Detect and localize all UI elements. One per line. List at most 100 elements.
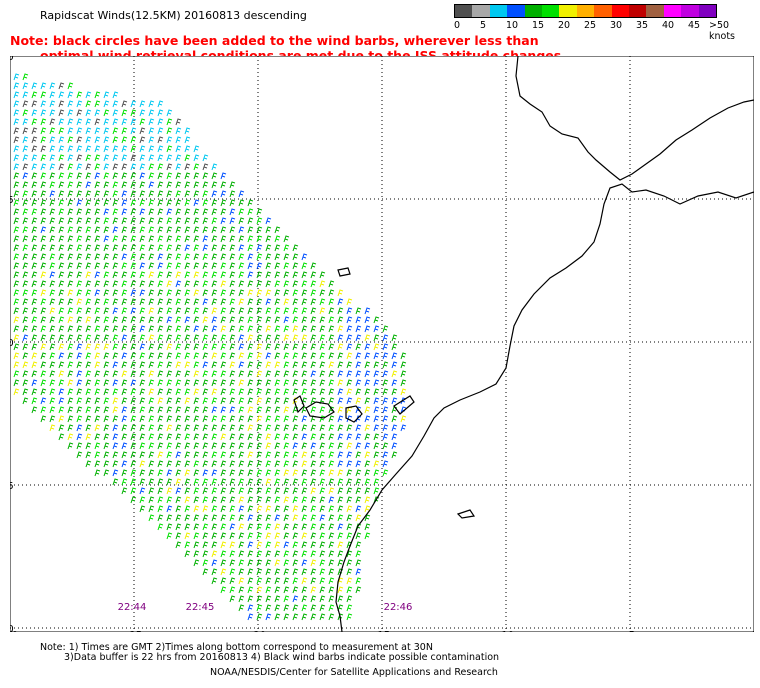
wind-barb [157, 217, 164, 225]
wind-barb [31, 154, 38, 162]
wind-barb [22, 253, 29, 261]
wind-barb [364, 370, 371, 378]
wind-barb [220, 388, 227, 396]
wind-barb [67, 154, 74, 162]
wind-barb [58, 145, 65, 153]
wind-barb [364, 523, 371, 531]
wind-barb [85, 343, 92, 351]
wind-barb [139, 208, 146, 216]
wind-barb [22, 388, 29, 396]
wind-barb [373, 325, 380, 333]
wind-barb [328, 523, 335, 531]
wind-barb [166, 235, 173, 243]
wind-barb [346, 568, 353, 576]
wind-barb [40, 91, 47, 99]
wind-barb [49, 199, 56, 207]
wind-barb [40, 199, 47, 207]
wind-barb [31, 253, 38, 261]
wind-barb [148, 316, 155, 324]
wind-barb [238, 307, 245, 315]
wind-barb [274, 496, 281, 504]
wind-barb [256, 370, 263, 378]
wind-barb [238, 316, 245, 324]
wind-barb [328, 460, 335, 468]
wind-barb [310, 496, 317, 504]
wind-barb [67, 352, 74, 360]
wind-barb [193, 505, 200, 513]
wind-barb [256, 226, 263, 234]
wind-barb [310, 388, 317, 396]
wind-barb [157, 514, 164, 522]
wind-barb [148, 307, 155, 315]
legend-tick-label: 30 [610, 20, 623, 31]
wind-barb [31, 334, 38, 342]
wind-barb [58, 262, 65, 270]
wind-barb [292, 487, 299, 495]
wind-barb [256, 505, 263, 513]
wind-barb [346, 604, 353, 612]
wind-barb [274, 361, 281, 369]
wind-barb [85, 154, 92, 162]
canary-island-tenerife [305, 401, 335, 419]
wind-barb [130, 244, 137, 252]
wind-barb [319, 352, 326, 360]
wind-barb [22, 316, 29, 324]
wind-barb [202, 442, 209, 450]
wind-barb [112, 415, 119, 423]
wind-barb [292, 271, 299, 279]
wind-barb [85, 415, 92, 423]
wind-barb [346, 442, 353, 450]
wind-barb [337, 532, 344, 540]
wind-barb [166, 433, 173, 441]
wind-barb [49, 379, 56, 387]
wind-barb [283, 235, 290, 243]
wind-barb [274, 397, 281, 405]
wind-barb [22, 190, 29, 198]
wind-barb [67, 343, 74, 351]
wind-barb [121, 460, 128, 468]
wind-barb [193, 280, 200, 288]
wind-barb [220, 496, 227, 504]
wind-barb [274, 343, 281, 351]
wind-barb [184, 361, 191, 369]
wind-barb [292, 352, 299, 360]
wind-barb [130, 226, 137, 234]
wind-barb [148, 388, 155, 396]
wind-barb [319, 298, 326, 306]
wind-barb [112, 208, 119, 216]
wind-barb [346, 424, 353, 432]
wind-barb [292, 262, 299, 270]
wind-barb [103, 289, 110, 297]
wind-barb [112, 127, 119, 135]
wind-barb [157, 352, 164, 360]
wind-barb [229, 235, 236, 243]
measurement-time: 22:45 [186, 602, 215, 613]
wind-barb [202, 451, 209, 459]
wind-barb [193, 487, 200, 495]
wind-barb [49, 127, 56, 135]
wind-barb [148, 343, 155, 351]
wind-barb [85, 442, 92, 450]
wind-barb [346, 559, 353, 567]
wind-barb [103, 118, 110, 126]
wind-barb [310, 532, 317, 540]
wind-barb [13, 271, 20, 279]
wind-barb [139, 415, 146, 423]
wind-barb [49, 298, 56, 306]
wind-barb [364, 343, 371, 351]
wind-barb [346, 523, 353, 531]
wind-barb [58, 181, 65, 189]
wind-barb [121, 145, 128, 153]
wind-barb [256, 217, 263, 225]
wind-barb [94, 109, 101, 117]
wind-barb [94, 181, 101, 189]
wind-barb [148, 109, 155, 117]
wind-barb [400, 361, 407, 369]
wind-barb [112, 460, 119, 468]
wind-barb [229, 316, 236, 324]
wind-barb [310, 442, 317, 450]
wind-barb [193, 226, 200, 234]
wind-barb [310, 478, 317, 486]
legend-color-swatch [542, 5, 560, 17]
wind-barb [184, 316, 191, 324]
